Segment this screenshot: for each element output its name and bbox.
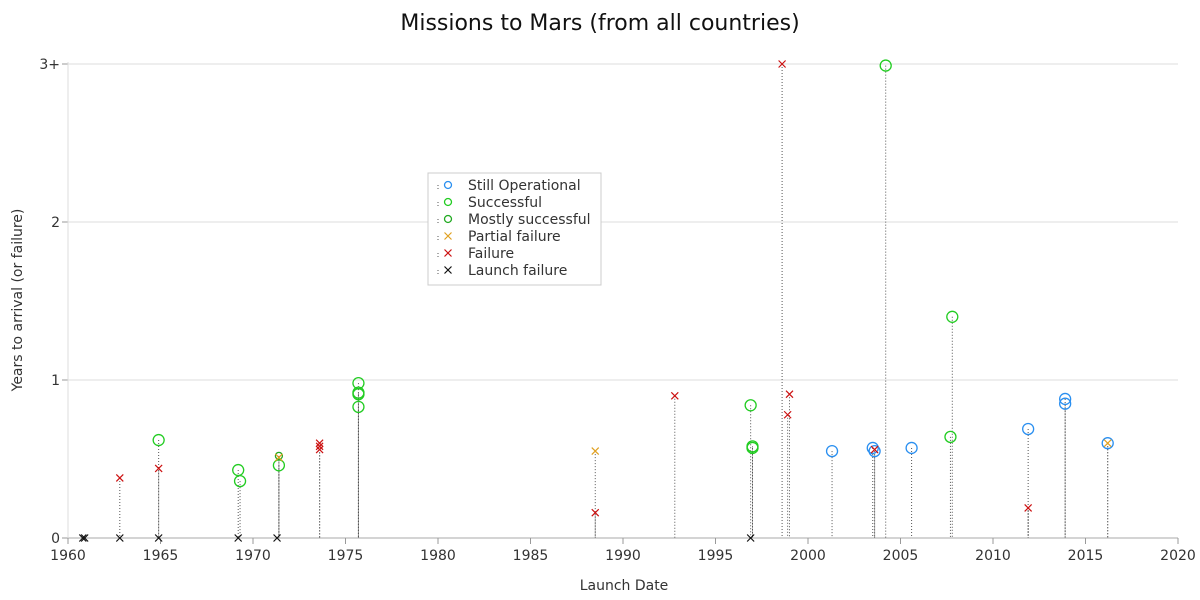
point-0-5 xyxy=(1059,392,1072,406)
y-axis-label: Years to arrival (or failure) xyxy=(10,209,26,393)
x-tick-label-0: 1960 xyxy=(50,548,86,564)
point-5-5 xyxy=(273,534,281,542)
legend-box xyxy=(427,172,602,286)
point-5-2 xyxy=(115,534,124,542)
point-4-8 xyxy=(785,390,794,399)
chart-title: Missions to Mars (from all countries) xyxy=(400,11,799,36)
point-1-10 xyxy=(746,441,759,455)
x-tick-label-9: 2005 xyxy=(883,548,919,564)
point-5-6 xyxy=(746,534,755,542)
point-4-5 xyxy=(591,508,600,517)
x-tick-label-1: 1965 xyxy=(143,548,179,564)
x-tick-label-8: 2000 xyxy=(790,548,826,564)
point-4-1 xyxy=(154,464,163,473)
point-4-9 xyxy=(783,410,792,419)
x-tick-label-10: 2010 xyxy=(975,548,1011,564)
point-3-1 xyxy=(591,447,600,456)
y-tick-label-2: 2 xyxy=(51,215,60,231)
legend-marker-2 xyxy=(443,214,453,224)
grid xyxy=(68,63,1178,381)
x-tick-label-11: 2015 xyxy=(1068,548,1104,564)
point-3-2 xyxy=(1103,439,1112,448)
point-0-3 xyxy=(905,441,918,455)
legend-marker-4 xyxy=(444,249,452,257)
point-4-2 xyxy=(315,439,324,448)
axes: 0 1 2 3+ 1960 1965 1970 1975 1980 1985 1990 1995 200… xyxy=(39,57,1195,564)
point-1-12 xyxy=(944,430,957,444)
point-2-0 xyxy=(274,451,284,460)
legend-label-0: Still Operational xyxy=(468,178,581,194)
point-0-7 xyxy=(1101,437,1114,450)
y-tick-label-3: 3+ xyxy=(39,57,60,73)
point-0-4 xyxy=(1022,422,1035,436)
legend-marker-5 xyxy=(444,266,452,274)
legend-label-4: Failure xyxy=(468,246,514,262)
point-1-6 xyxy=(352,388,365,401)
point-4-4 xyxy=(315,445,324,454)
point-1-11 xyxy=(879,59,892,72)
point-4-7 xyxy=(778,60,787,68)
point-0-1 xyxy=(866,441,879,455)
point-1-0 xyxy=(152,433,165,447)
data-marks xyxy=(78,59,1114,542)
point-4-11 xyxy=(1024,504,1033,512)
point-4-0 xyxy=(115,474,124,482)
point-4-10 xyxy=(870,445,879,454)
point-1-8 xyxy=(744,399,757,412)
point-0-2 xyxy=(868,444,881,458)
point-0-6 xyxy=(1059,397,1072,410)
point-4-3 xyxy=(315,442,324,451)
legend-marker-3 xyxy=(444,232,452,240)
point-5-4 xyxy=(234,534,243,542)
point-0-0 xyxy=(825,444,839,458)
x-tick-label-2: 1970 xyxy=(235,548,271,564)
point-5-3 xyxy=(154,534,163,542)
y-tick-label-0: 0 xyxy=(51,531,60,547)
point-3-0 xyxy=(274,453,283,462)
legend-marker-1 xyxy=(443,197,453,207)
x-tick-label-3: 1975 xyxy=(328,548,364,564)
point-1-13 xyxy=(946,310,959,323)
legend-label-2: Mostly successful xyxy=(468,212,591,228)
point-5-0 xyxy=(78,534,87,542)
legend-marker-0 xyxy=(443,180,453,190)
x-tick-label-6: 1990 xyxy=(605,548,641,564)
point-5-1 xyxy=(80,534,89,542)
point-1-2 xyxy=(233,474,247,488)
legend-label-3: Partial failure xyxy=(468,229,561,245)
x-tick-label-12: 2020 xyxy=(1160,548,1196,564)
drop-lines xyxy=(119,64,1109,538)
legend-label-5: Launch failure xyxy=(468,263,567,279)
y-tick-label-1: 1 xyxy=(51,373,60,389)
x-tick-label-5: 1985 xyxy=(513,548,549,564)
point-4-6 xyxy=(670,391,679,400)
point-1-7 xyxy=(352,400,365,414)
x-axis-label: Launch Date xyxy=(580,578,669,594)
legend-label-1: Successful xyxy=(468,195,542,211)
x-tick-label-4: 1980 xyxy=(420,548,456,564)
x-tick-label-7: 1995 xyxy=(698,548,734,564)
